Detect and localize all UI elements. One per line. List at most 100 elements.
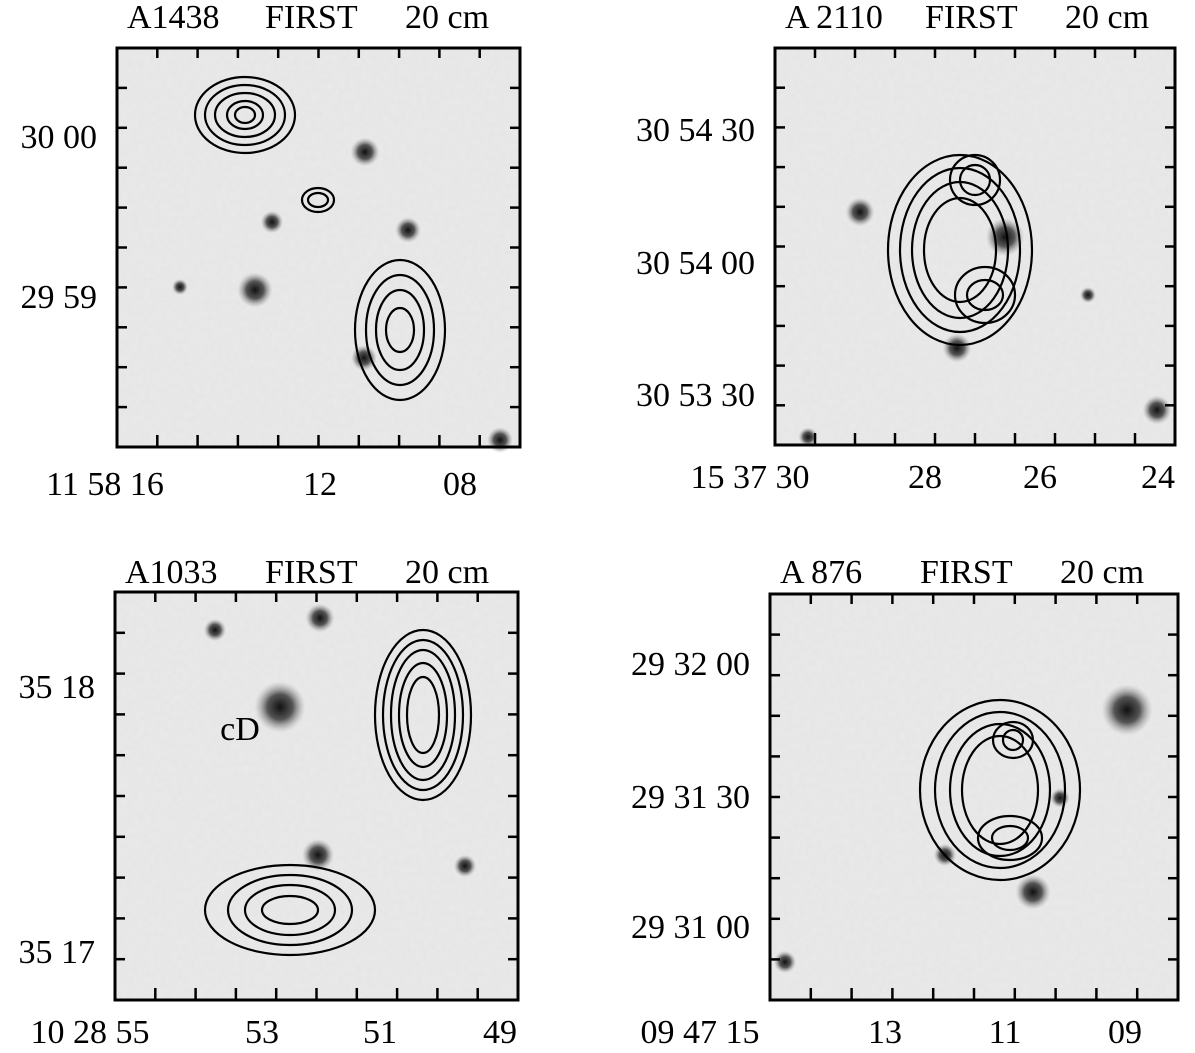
optical-source: [172, 279, 188, 295]
radio-contour: [389, 648, 457, 782]
optical-source: [798, 427, 818, 447]
radio-contour: [353, 258, 447, 402]
x-tick-label: 08: [443, 466, 477, 503]
x-tick-label: 24: [1141, 459, 1175, 496]
radio-contour: [300, 186, 336, 214]
radio-contour: [1001, 728, 1025, 752]
radio-contour: [193, 75, 297, 155]
panel-title: 20 cm: [405, 554, 489, 591]
panel: A1033 FIRST 20 cm 35 18 35 17 10 28 55 53 51 49 c…: [19, 554, 520, 1051]
y-tick-label: 35 17: [19, 934, 96, 971]
x-tick-label: 26: [1023, 459, 1057, 496]
radio-contour: [953, 265, 1017, 325]
image-noise: [117, 48, 520, 447]
x-tick-label: 09: [1108, 1014, 1142, 1051]
radio-contour: [306, 191, 330, 209]
panel-title: FIRST: [265, 0, 358, 36]
y-tick-label: 30 53 30: [636, 377, 755, 414]
optical-source: [942, 333, 972, 363]
radio-contour: [373, 628, 473, 802]
radio-contour: [976, 814, 1044, 862]
radio-contour: [990, 824, 1030, 852]
radio-contour: [948, 153, 1002, 207]
radio-contour: [405, 675, 441, 755]
panel-title: A1438: [127, 0, 220, 36]
image-noise: [115, 592, 518, 1000]
panel-title: FIRST: [920, 554, 1013, 591]
y-tick-label: 30 54 30: [636, 112, 755, 149]
radio-contour: [965, 278, 1005, 312]
radio-contour: [918, 698, 1082, 882]
radio-contour: [213, 91, 277, 139]
optical-source: [1015, 874, 1051, 910]
panel-title: 20 cm: [1060, 554, 1144, 591]
x-tick-label: 53: [245, 1014, 279, 1051]
radio-contour: [933, 710, 1067, 870]
radio-contour: [898, 166, 1022, 334]
panel-title: A 876: [780, 554, 862, 591]
optical-source: [351, 345, 377, 371]
annotation: cD: [220, 711, 260, 748]
optical-source: [260, 210, 284, 234]
radio-contour: [225, 99, 265, 131]
radio-contour: [397, 661, 449, 769]
radio-contour: [260, 894, 320, 926]
optical-source: [1080, 287, 1096, 303]
x-tick-label: 28: [908, 459, 942, 496]
radio-contour: [374, 288, 426, 372]
radio-contour: [384, 306, 416, 354]
optical-source: [203, 618, 227, 642]
panel: A 876 FIRST 20 cm 29 32 00 29 31 30 29 31 00 0…: [631, 554, 1180, 1051]
x-tick-label: 10 28 55: [31, 1014, 150, 1051]
panel-title: A 2110: [785, 0, 883, 36]
optical-source: [845, 197, 875, 227]
y-tick-label: 30 54 00: [636, 245, 755, 282]
image-noise: [775, 48, 1175, 445]
radio-contour: [233, 105, 257, 125]
panel-title: 20 cm: [405, 0, 489, 36]
y-tick-label: 29 31 00: [631, 909, 750, 946]
radio-contour: [922, 196, 998, 304]
image-noise: [770, 594, 1178, 1000]
radio-contour: [886, 153, 1034, 347]
optical-source: [453, 854, 477, 878]
y-tick-label: 29 32 00: [631, 646, 750, 683]
radio-contour: [960, 734, 1040, 846]
optical-source: [773, 950, 797, 974]
x-tick-label: 49: [483, 1014, 517, 1051]
x-tick-label: 15 37 30: [691, 459, 810, 496]
panel: A1438 FIRST 20 cm 30 00 29 59 11 58 16 12 08: [21, 0, 522, 503]
panel: A 2110 FIRST 20 cm 30 54 30 30 54 00 30 53 30…: [636, 0, 1177, 496]
optical-source: [305, 603, 335, 633]
panel-title: A1033: [125, 554, 218, 591]
optical-source: [1101, 684, 1153, 736]
x-tick-label: 11: [989, 1014, 1022, 1051]
panel-title: FIRST: [925, 0, 1018, 36]
radio-contour: [991, 720, 1035, 760]
x-tick-label: 11 58 16: [46, 466, 164, 503]
radio-contour: [948, 722, 1052, 858]
y-tick-label: 30 00: [21, 119, 98, 156]
radio-contour: [203, 863, 377, 957]
optical-source: [1142, 395, 1172, 425]
optical-source: [1050, 788, 1070, 808]
y-tick-label: 29 59: [21, 279, 98, 316]
x-tick-label: 09 47 15: [641, 1014, 760, 1051]
optical-source: [237, 272, 273, 308]
x-tick-label: 51: [363, 1014, 397, 1051]
optical-source: [350, 137, 380, 167]
radio-contour: [958, 163, 992, 197]
optical-source: [302, 839, 334, 871]
x-tick-label: 13: [868, 1014, 902, 1051]
radio-contour: [381, 638, 465, 792]
radio-contour: [226, 873, 354, 947]
x-tick-label: 12: [303, 466, 337, 503]
radio-contour: [203, 83, 287, 147]
y-tick-label: 35 18: [19, 669, 96, 706]
panel-title: 20 cm: [1065, 0, 1149, 36]
optical-source: [254, 681, 306, 733]
radio-contour: [364, 273, 436, 387]
radio-contour: [243, 883, 337, 937]
optical-source: [487, 427, 513, 453]
